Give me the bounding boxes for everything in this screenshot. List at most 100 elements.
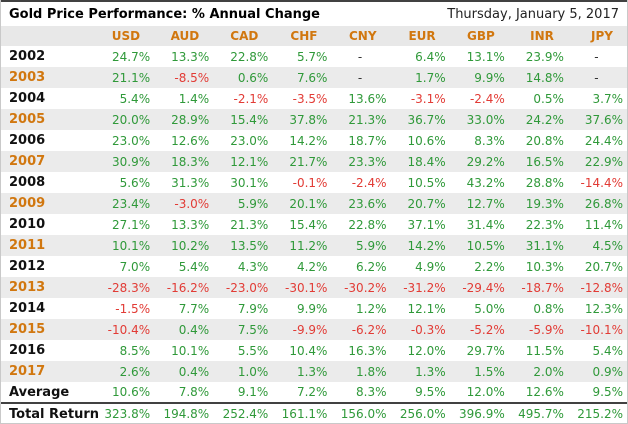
- value-cell: 8.3%: [356, 385, 387, 399]
- value-cell: -: [357, 70, 363, 85]
- value-cell: 30.1%: [230, 175, 269, 190]
- value-cell: -10.4%: [107, 322, 151, 337]
- value-cell: -8.5%: [174, 70, 210, 85]
- value-cell: 16.5%: [525, 154, 564, 169]
- value-cell: 29.7%: [466, 343, 505, 358]
- value-cell: 5.4%: [119, 91, 151, 106]
- row-label: 2010: [9, 217, 46, 232]
- value-cell: 20.7%: [584, 259, 623, 274]
- table-row: 2004 5.4% 1.4% -2.1% -3.5% 13.6% -3.1% -2.4% 0.5…: [1, 88, 627, 109]
- value-cell: 0.9%: [592, 364, 624, 379]
- value-cell: 23.4%: [111, 196, 151, 211]
- value-cell: 12.0%: [407, 343, 446, 358]
- value-cell: 0.6%: [237, 70, 269, 85]
- table-row: 2014 -1.5% 7.7% 7.9% 9.9% 1.2% 12.1% 5.0% 0.8% 12…: [1, 298, 627, 319]
- value-cell: -0.3%: [410, 322, 446, 337]
- value-cell: 7.5%: [237, 322, 269, 337]
- value-cell: 31.1%: [525, 238, 564, 253]
- value-cell: -31.2%: [403, 280, 446, 295]
- row-label: 2014: [9, 301, 46, 316]
- value-cell: 31.4%: [466, 217, 505, 232]
- table-row: 2016 8.5% 10.1% 5.5% 10.4% 16.3% 12.0% 29.7% 11.…: [1, 340, 627, 361]
- table-row: 2005 20.0% 28.9% 15.4% 37.8% 21.3% 36.7% 33.0% 2…: [1, 109, 627, 130]
- value-cell: 9.5%: [415, 385, 446, 399]
- value-cell: 21.3%: [348, 112, 387, 127]
- table-row: 2003 21.1% -8.5% 0.6% 7.6% - 1.7% 9.9% 14.8% -: [1, 67, 627, 88]
- row-label: 2012: [9, 259, 46, 274]
- value-cell: 13.5%: [230, 238, 269, 253]
- value-cell: 23.0%: [230, 133, 269, 148]
- value-cell: -: [594, 70, 599, 85]
- value-cell: 7.8%: [178, 385, 210, 399]
- value-cell: 24.7%: [111, 49, 151, 64]
- value-cell: 20.0%: [111, 112, 151, 127]
- value-cell: 0.5%: [533, 91, 564, 106]
- value-cell: 6.4%: [415, 49, 446, 64]
- value-cell: 20.7%: [407, 196, 446, 211]
- value-cell: 22.8%: [348, 217, 387, 232]
- gold-performance-table: USD AUD CAD CHF CNY EUR GBP INR JPY 2002 24.7% 13.…: [1, 26, 627, 423]
- value-cell: 13.1%: [466, 49, 505, 64]
- value-cell: 1.0%: [237, 364, 269, 379]
- value-cell: 20.1%: [289, 196, 328, 211]
- value-cell: 15.4%: [289, 217, 328, 232]
- value-cell: 12.6%: [171, 133, 210, 148]
- value-cell: 8.5%: [119, 343, 151, 358]
- value-cell: 16.3%: [348, 343, 387, 358]
- table-row: 2006 23.0% 12.6% 23.0% 14.2% 18.7% 10.6% 8.3% 20…: [1, 130, 627, 151]
- column-header-cny: CNY: [333, 26, 393, 46]
- value-cell: -2.4%: [469, 91, 505, 106]
- value-cell: -3.5%: [292, 91, 328, 106]
- value-cell: 1.8%: [356, 364, 387, 379]
- column-header-row: USD AUD CAD CHF CNY EUR GBP INR JPY: [1, 26, 627, 46]
- value-cell: 12.1%: [407, 301, 446, 316]
- table-row: 2017 2.6% 0.4% 1.0% 1.3% 1.8% 1.3% 1.5% 2.0% 0.9%: [1, 361, 627, 382]
- value-cell: 323.8%: [97, 402, 157, 423]
- value-cell: 27.1%: [111, 217, 151, 232]
- value-cell: 26.8%: [584, 196, 623, 211]
- value-cell: 10.6%: [111, 385, 151, 399]
- value-cell: 23.0%: [111, 133, 151, 148]
- value-cell: 43.2%: [466, 175, 505, 190]
- value-cell: 2.6%: [119, 364, 151, 379]
- column-header-inr: INR: [510, 26, 570, 46]
- value-cell: 21.3%: [230, 217, 269, 232]
- value-cell: 7.2%: [296, 385, 328, 399]
- value-cell: -23.0%: [225, 280, 269, 295]
- table-row: Average 10.6% 7.8% 9.1% 7.2% 8.3% 9.5% 12.0% 12.…: [1, 382, 627, 403]
- value-cell: -5.2%: [469, 322, 505, 337]
- row-label: 2017: [9, 364, 46, 379]
- value-cell: 11.4%: [584, 217, 623, 232]
- row-label: 2013: [9, 280, 46, 295]
- value-cell: 4.3%: [237, 259, 269, 274]
- value-cell: 21.7%: [289, 154, 328, 169]
- table-row: 2007 30.9% 18.3% 12.1% 21.7% 23.3% 18.4% 29.2% 1…: [1, 151, 627, 172]
- value-cell: 5.7%: [296, 49, 328, 64]
- title-bar: Gold Price Performance: % Annual Change …: [1, 0, 627, 26]
- value-cell: -10.1%: [580, 322, 623, 337]
- column-header-jpy: JPY: [569, 26, 627, 46]
- value-cell: 11.5%: [525, 343, 564, 358]
- row-label: 2011: [9, 238, 46, 253]
- value-cell: 161.1%: [274, 402, 334, 423]
- row-label: Average: [9, 384, 70, 400]
- value-cell: 5.4%: [592, 343, 624, 358]
- value-cell: 10.5%: [466, 238, 505, 253]
- table-row: 2015 -10.4% 0.4% 7.5% -9.9% -6.2% -0.3% -5.2% -5…: [1, 319, 627, 340]
- value-cell: 37.6%: [584, 112, 623, 127]
- value-cell: -1.5%: [115, 301, 151, 316]
- value-cell: 5.9%: [356, 238, 387, 253]
- value-cell: -3.0%: [174, 196, 210, 211]
- value-cell: 5.5%: [237, 343, 269, 358]
- value-cell: 33.0%: [466, 112, 505, 127]
- value-cell: 156.0%: [333, 402, 393, 423]
- value-cell: 0.8%: [533, 301, 564, 316]
- table-row: Total Return 323.8% 194.8% 252.4% 161.1% 156.…: [1, 402, 627, 423]
- value-cell: 256.0%: [392, 402, 452, 423]
- value-cell: 194.8%: [156, 402, 216, 423]
- value-cell: 0.4%: [178, 364, 210, 379]
- value-cell: 10.2%: [171, 238, 210, 253]
- table-row: 2002 24.7% 13.3% 22.8% 5.7% - 6.4% 13.1% 23.9% -: [1, 46, 627, 67]
- value-cell: 13.6%: [348, 91, 387, 106]
- value-cell: 9.5%: [592, 385, 624, 399]
